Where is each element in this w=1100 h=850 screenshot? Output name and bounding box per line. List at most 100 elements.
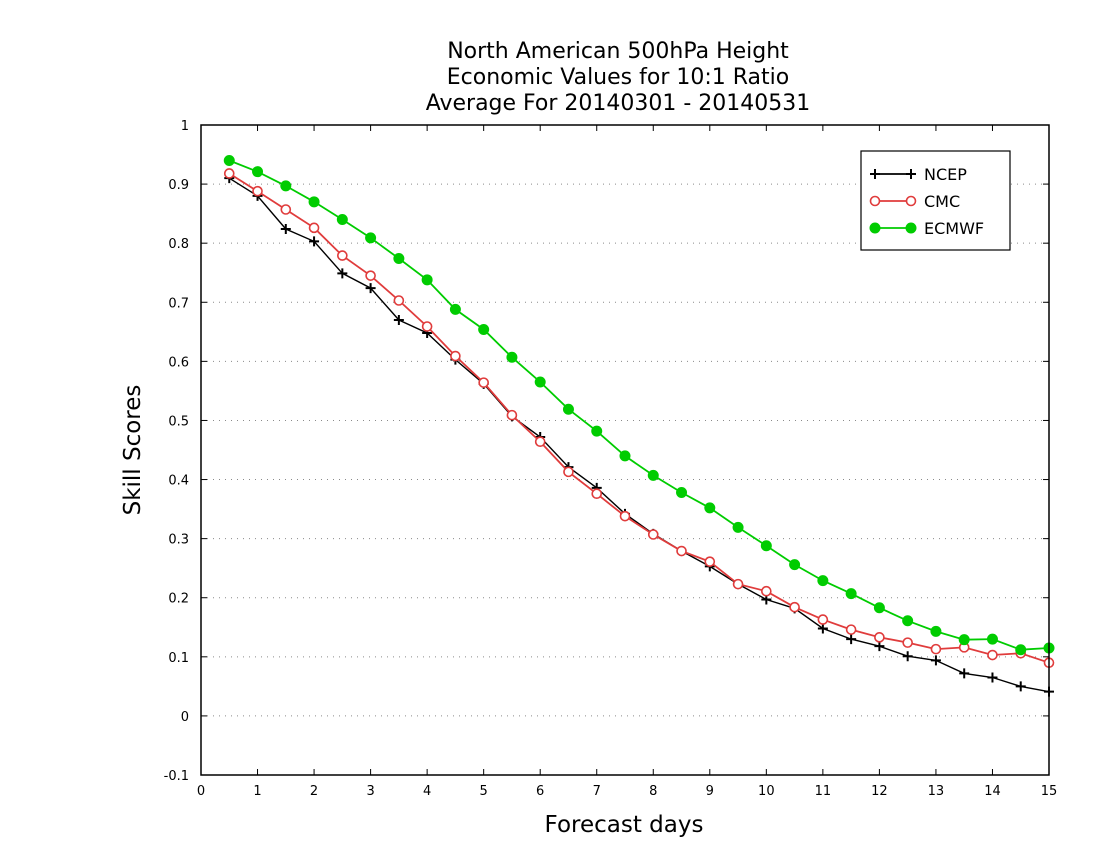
cmc-point xyxy=(647,529,659,540)
ecmwf-point xyxy=(223,154,235,166)
series-ecmwf xyxy=(223,154,1055,656)
ecmwf-point xyxy=(676,487,688,499)
x-tick-label: 13 xyxy=(928,784,945,799)
legend-marker xyxy=(870,169,880,179)
legend-label-ecmwf: ECMWF xyxy=(924,219,984,238)
y-tick-label: 0.9 xyxy=(168,178,189,193)
cmc-point xyxy=(365,270,376,281)
cmc-point xyxy=(704,556,716,567)
y-tick-label: 0.6 xyxy=(168,355,189,370)
x-tick-label: 5 xyxy=(480,784,488,799)
ecmwf-point xyxy=(902,615,914,627)
ecmwf-point xyxy=(760,540,772,552)
x-tick-label: 9 xyxy=(706,784,714,799)
x-tick-label: 2 xyxy=(310,784,318,799)
x-tick-label: 7 xyxy=(593,784,601,799)
ncep-point xyxy=(874,641,885,652)
ncep-point xyxy=(959,668,970,679)
x-tick-label: 6 xyxy=(536,784,544,799)
x-tick-label: 4 xyxy=(423,784,431,799)
legend-marker xyxy=(905,195,917,207)
x-tick-label: 8 xyxy=(649,784,657,799)
title-line-2: Economic Values for 10:1 Ratio xyxy=(447,65,789,90)
cmc-point xyxy=(591,488,603,500)
ncep-point xyxy=(393,315,404,325)
ncep-point xyxy=(309,236,320,247)
legend-marker xyxy=(869,195,881,207)
x-tick-label: 3 xyxy=(366,784,374,799)
ecmwf-point xyxy=(930,625,942,637)
ecmwf-point xyxy=(619,450,631,462)
cmc-point xyxy=(930,643,942,655)
y-tick-label: 0.5 xyxy=(168,414,189,429)
ecmwf-point xyxy=(308,196,320,208)
cmc-point xyxy=(732,578,744,590)
y-tick-label: 0.1 xyxy=(168,651,189,666)
legend-marker xyxy=(905,222,917,234)
ecmwf-point xyxy=(986,633,998,645)
x-tick-label: 0 xyxy=(197,784,205,799)
cmc-point xyxy=(845,624,857,635)
x-tick-label: 10 xyxy=(758,784,775,799)
cmc-point xyxy=(874,632,885,643)
cmc-point xyxy=(817,614,829,625)
plot-frame xyxy=(200,124,1050,776)
ecmwf-point xyxy=(449,303,461,315)
cmc-point xyxy=(421,321,433,332)
cmc-point xyxy=(676,545,687,557)
cmc-point xyxy=(308,222,320,234)
cmc-point xyxy=(280,204,292,215)
cmc-point xyxy=(534,436,546,448)
x-tick-label: 11 xyxy=(815,784,832,799)
ecmwf-point xyxy=(421,274,433,286)
ncep-point xyxy=(365,283,376,294)
y-tick-label: 0.7 xyxy=(168,296,189,311)
cmc-point xyxy=(761,585,772,597)
ecmwf-point xyxy=(393,253,405,265)
cmc-point xyxy=(563,466,574,478)
ecmwf-point xyxy=(789,559,801,571)
ncep-point xyxy=(846,634,857,645)
y-tick-label: -0.1 xyxy=(164,769,189,784)
ecmwf-point xyxy=(336,214,348,226)
legend-marker xyxy=(906,169,916,179)
ncep-line xyxy=(228,177,1050,693)
ncep-point xyxy=(817,623,828,634)
y-tick-label: 0.3 xyxy=(168,533,189,548)
grid-lines xyxy=(201,183,1049,717)
ncep-point xyxy=(902,651,913,662)
ecmwf-point xyxy=(704,502,716,514)
legend-item-cmc: CMC xyxy=(869,192,960,211)
legend-item-ecmwf: ECMWF xyxy=(869,219,984,238)
y-tick-label: 0.8 xyxy=(168,237,189,252)
ecmwf-point xyxy=(562,403,574,415)
cmc-point xyxy=(337,250,348,261)
ncep-point xyxy=(1015,681,1026,692)
ecmwf-point xyxy=(1015,644,1027,656)
cmc-point xyxy=(789,601,800,613)
legend-label-ncep: NCEP xyxy=(924,165,967,184)
cmc-point xyxy=(478,377,489,388)
ncep-point xyxy=(930,655,941,666)
title-line-3: Average For 20140301 - 20140531 xyxy=(426,91,811,116)
x-axis-label: Forecast days xyxy=(545,812,704,838)
cmc-point xyxy=(619,510,631,522)
x-tick-label: 15 xyxy=(1041,784,1058,799)
y-tick-label: 1 xyxy=(181,119,189,134)
ecmwf-point xyxy=(506,351,518,363)
ecmwf-point xyxy=(958,634,970,646)
cmc-point xyxy=(393,295,405,306)
y-tick-label: 0.2 xyxy=(168,592,189,607)
y-axis-label: Skill Scores xyxy=(120,385,146,516)
ncep-point xyxy=(280,224,291,234)
ecmwf-point xyxy=(534,376,546,388)
ncep-point xyxy=(987,672,998,683)
ecmwf-point xyxy=(647,469,659,481)
series-layer xyxy=(223,154,1055,697)
x-tick-label: 1 xyxy=(253,784,261,799)
ncep-point xyxy=(337,268,348,279)
legend-item-ncep: NCEP xyxy=(870,165,967,184)
series-ncep xyxy=(224,173,1054,697)
y-tick-label: 0.4 xyxy=(168,474,189,489)
